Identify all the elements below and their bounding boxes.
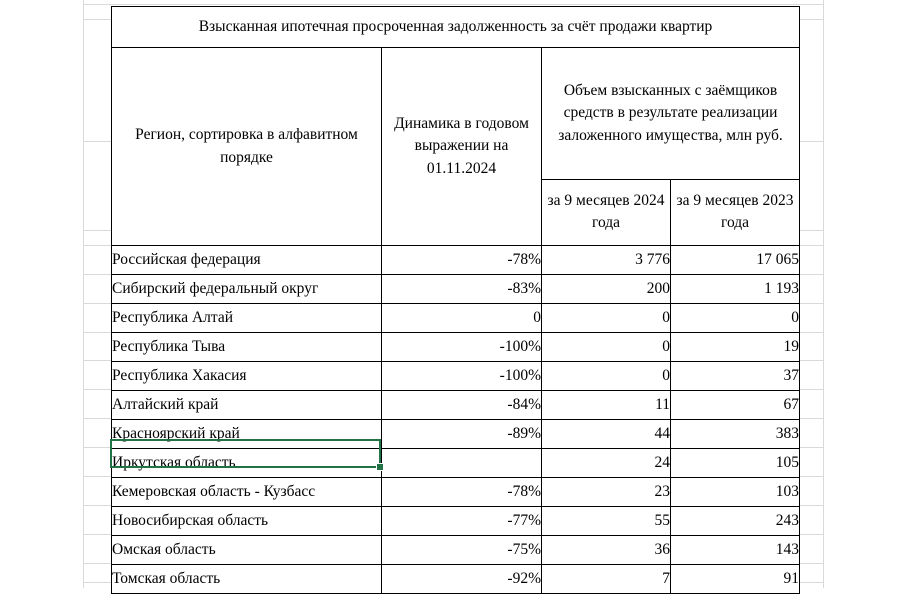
cell-y2023[interactable]: 383 [670,419,800,449]
table-row[interactable]: Томская область -92% 7 91 [111,564,800,594]
table-row[interactable]: Российская федерация -78% 3 776 17 065 [111,245,800,275]
table-row[interactable]: Кемеровская область - Кузбасс -78% 23 103 [111,477,800,507]
cell-region[interactable]: Российская федерация [111,245,382,275]
cell-y2023[interactable]: 0 [670,303,800,333]
cell-dynamics[interactable]: -78% [381,245,542,275]
cell-dynamics[interactable] [381,448,542,478]
column-header-group-volume: Объем взысканных с заёмщиков средств в р… [541,47,800,180]
cell-dynamics[interactable]: -78% [381,477,542,507]
cell-dynamics[interactable]: 0 [381,303,542,333]
table-row[interactable]: Красноярский край -89% 44 383 [111,419,800,449]
cell-y2023[interactable]: 19 [670,332,800,362]
gridline-vertical [823,0,824,588]
column-header-2023: за 9 месяцев 2023 года [670,178,800,247]
cell-y2023[interactable]: 91 [670,564,800,594]
cell-dynamics[interactable]: -100% [381,361,542,391]
cell-y2024[interactable]: 23 [541,477,671,507]
cell-region[interactable]: Томская область [111,564,382,594]
cell-y2024[interactable]: 55 [541,506,671,536]
table-row[interactable]: Иркутская область 24 105 [111,448,800,478]
column-header-2024: за 9 месяцев 2024 года [541,178,671,247]
cell-region[interactable]: Кемеровская область - Кузбасс [111,477,382,507]
cell-y2023[interactable]: 1 193 [670,274,800,304]
table-row[interactable]: Омская область -75% 36 143 [111,535,800,565]
cell-y2024[interactable]: 0 [541,361,671,391]
table-title: Взысканная ипотечная просроченная задолж… [111,6,800,48]
cell-region[interactable]: Республика Тыва [111,332,382,362]
cell-y2023[interactable]: 103 [670,477,800,507]
cell-y2024[interactable]: 0 [541,332,671,362]
mortgage-debt-table: Взысканная ипотечная просроченная задолж… [111,6,800,594]
cell-region[interactable]: Республика Хакасия [111,361,382,391]
cell-dynamics[interactable]: -89% [381,419,542,449]
cell-dynamics[interactable]: -84% [381,390,542,420]
cell-y2024[interactable]: 3 776 [541,245,671,275]
cell-dynamics[interactable]: -77% [381,506,542,536]
cell-y2023[interactable]: 17 065 [670,245,800,275]
cell-y2023[interactable]: 243 [670,506,800,536]
cell-y2024[interactable]: 24 [541,448,671,478]
cell-y2024[interactable]: 44 [541,419,671,449]
table-row[interactable]: Республика Алтай 0 0 0 [111,303,800,333]
table-row[interactable]: Сибирский федеральный округ -83% 200 1 193 [111,274,800,304]
gridline-vertical [83,0,84,588]
cell-y2024[interactable]: 200 [541,274,671,304]
cell-y2024[interactable]: 11 [541,390,671,420]
table-row[interactable]: Алтайский край -84% 11 67 [111,390,800,420]
cell-y2023[interactable]: 105 [670,448,800,478]
cell-y2023[interactable]: 37 [670,361,800,391]
column-header-region: Регион, сортировка в алфавитном порядке [111,47,382,246]
cell-region[interactable]: Сибирский федеральный округ [111,274,382,304]
cell-y2023[interactable]: 143 [670,535,800,565]
table-row[interactable]: Республика Хакасия -100% 0 37 [111,361,800,391]
cell-y2024[interactable]: 7 [541,564,671,594]
cell-y2024[interactable]: 36 [541,535,671,565]
cell-region[interactable]: Иркутская область [111,448,382,478]
header-row-top: Регион, сортировка в алфавитном порядке … [111,47,800,246]
header-row-sub: за 9 месяцев 2024 года за 9 месяцев 2023… [112,178,800,247]
table-row[interactable]: Республика Тыва -100% 0 19 [111,332,800,362]
cell-region[interactable]: Алтайский край [111,390,382,420]
cell-region[interactable]: Красноярский край [111,419,382,449]
table-title-row: Взысканная ипотечная просроченная задолж… [111,6,800,48]
column-header-dynamics: Динамика в годовом выражении на 01.11.20… [381,47,542,246]
cell-y2024[interactable]: 0 [541,303,671,333]
cell-dynamics[interactable]: -92% [381,564,542,594]
table-row[interactable]: Новосибирская область -77% 55 243 [111,506,800,536]
cell-dynamics[interactable]: -83% [381,274,542,304]
table-body: Российская федерация -78% 3 776 17 065 Сибир… [111,245,800,594]
cell-region[interactable]: Республика Алтай [111,303,382,333]
cell-dynamics[interactable]: -75% [381,535,542,565]
cell-y2023[interactable]: 67 [670,390,800,420]
cell-dynamics[interactable]: -100% [381,332,542,362]
cell-region[interactable]: Омская область [111,535,382,565]
table-header: Взысканная ипотечная просроченная задолж… [111,6,800,247]
cell-region[interactable]: Новосибирская область [111,506,382,536]
gridline-horizontal [83,4,823,5]
